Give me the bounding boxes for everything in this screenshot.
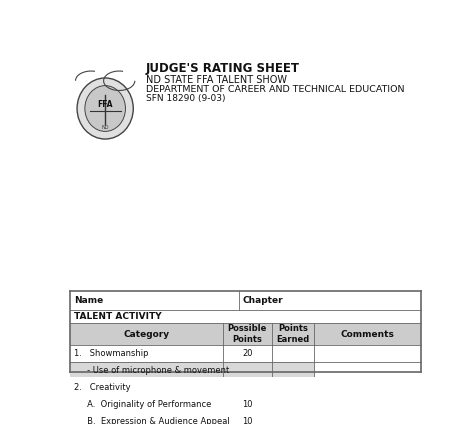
Text: Chapter: Chapter (242, 296, 283, 305)
Text: DEPARTMENT OF CAREER AND TECHNICAL EDUCATION: DEPARTMENT OF CAREER AND TECHNICAL EDUCA… (146, 85, 404, 94)
Text: 2.   Creativity: 2. Creativity (74, 382, 130, 392)
Text: B.  Expression & Audience Appeal: B. Expression & Audience Appeal (74, 417, 230, 424)
Text: 20: 20 (242, 349, 253, 358)
Text: JUDGE'S RATING SHEET: JUDGE'S RATING SHEET (146, 62, 300, 75)
Bar (223, 379, 272, 396)
Bar (70, 324, 421, 345)
Bar (70, 291, 421, 372)
Text: FFA: FFA (98, 100, 113, 109)
Text: Name: Name (74, 296, 103, 305)
Text: TALENT ACTIVITY: TALENT ACTIVITY (74, 312, 162, 321)
Text: 10: 10 (242, 400, 253, 409)
Text: 10: 10 (242, 417, 253, 424)
Bar (70, 379, 223, 396)
Ellipse shape (85, 86, 126, 131)
Text: SFN 18290 (9-03): SFN 18290 (9-03) (146, 95, 225, 103)
Bar (272, 379, 314, 396)
Text: Category: Category (124, 329, 170, 339)
Bar (223, 362, 272, 379)
Text: A.  Originality of Performance: A. Originality of Performance (74, 400, 211, 409)
Text: Possible
Points: Possible Points (228, 324, 267, 344)
Text: ND: ND (101, 125, 109, 130)
Text: Comments: Comments (341, 329, 394, 339)
Text: ND STATE FFA TALENT SHOW: ND STATE FFA TALENT SHOW (146, 75, 287, 85)
Ellipse shape (77, 78, 133, 139)
Text: Points
Earned: Points Earned (276, 324, 310, 344)
Text: 1.   Showmanship: 1. Showmanship (74, 349, 148, 358)
Bar (70, 362, 223, 379)
Bar (272, 362, 314, 379)
Text: - Use of microphone & movement: - Use of microphone & movement (74, 365, 229, 375)
